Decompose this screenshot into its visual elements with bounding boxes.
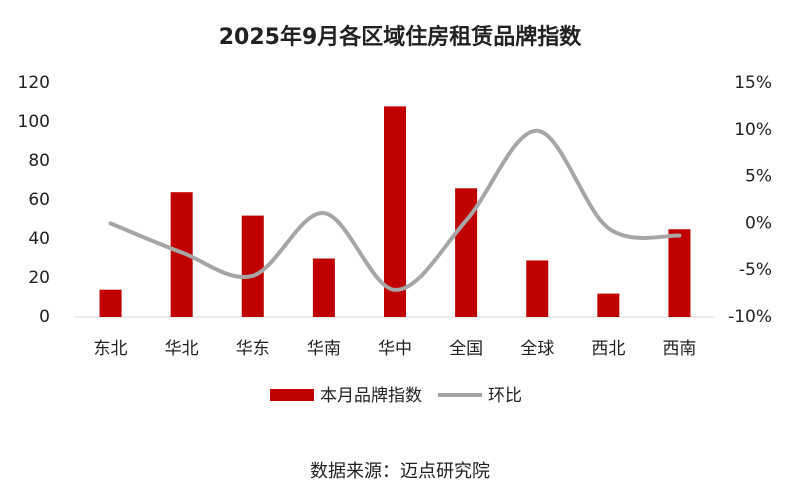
y2-tick-label: -5% xyxy=(739,260,772,280)
x-tick-label: 华北 xyxy=(165,339,199,359)
y-tick-label: 60 xyxy=(28,190,50,210)
x-tick-label: 华南 xyxy=(307,339,341,359)
y-tick-label: 80 xyxy=(28,151,50,171)
y-tick-label: 100 xyxy=(18,112,50,132)
y2-tick-label: 10% xyxy=(734,120,772,140)
legend-label: 环比 xyxy=(488,386,522,406)
y2-tick-label: 5% xyxy=(745,167,772,187)
y-tick-label: 120 xyxy=(18,73,50,93)
bar xyxy=(170,192,193,317)
x-tick-label: 全国 xyxy=(449,339,483,359)
y-tick-label: 40 xyxy=(28,229,50,249)
bar xyxy=(99,289,122,317)
bar xyxy=(384,106,406,318)
line xyxy=(108,128,682,292)
x-tick-label: 西南 xyxy=(662,339,696,359)
y2-tick-label: -10% xyxy=(728,307,772,327)
bar xyxy=(597,293,620,317)
y2-tick-label: 15% xyxy=(734,73,772,93)
y-tick-label: 20 xyxy=(28,268,50,288)
x-tick-label: 华东 xyxy=(236,339,270,359)
source-note: 数据来源：迈点研究院 xyxy=(310,461,490,482)
x-tick-label: 东北 xyxy=(94,339,128,359)
bar xyxy=(668,229,691,317)
y-tick-label: 0 xyxy=(39,307,50,327)
x-tick-label: 全球 xyxy=(520,339,554,359)
x-tick-label: 华中 xyxy=(378,339,412,359)
legend-label: 本月品牌指数 xyxy=(320,386,422,406)
bar xyxy=(455,188,478,317)
bar xyxy=(526,260,549,317)
legend-swatch xyxy=(270,389,314,401)
x-tick-label: 西北 xyxy=(591,339,625,359)
bar xyxy=(312,258,335,317)
y2-tick-label: 0% xyxy=(745,213,772,233)
chart-title: 2025年9月各区域住房租赁品牌指数 xyxy=(219,24,583,50)
bar xyxy=(241,215,264,317)
